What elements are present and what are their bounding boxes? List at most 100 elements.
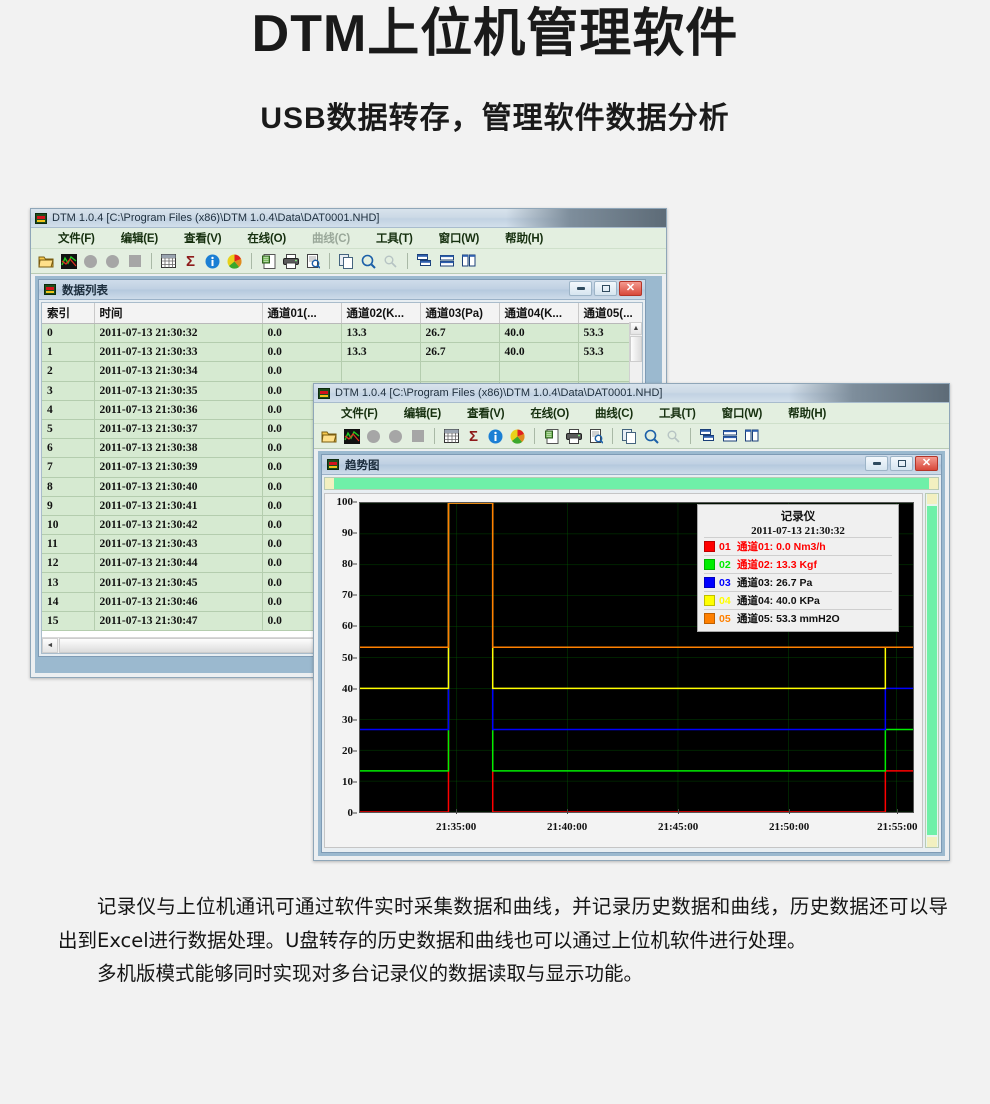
chart-legend[interactable]: 记录仪 2011-07-13 21:30:32 01 通道01: 0.0 Nm3/… <box>697 504 899 632</box>
child-titlebar-trend-chart[interactable]: 趋势图 ✕ <box>322 455 941 475</box>
copy-icon[interactable] <box>620 427 639 445</box>
tile-vertical-icon[interactable] <box>459 252 478 270</box>
menu-view[interactable]: 查看(V) <box>467 408 505 420</box>
menu-window[interactable]: 窗口(W) <box>438 233 480 245</box>
menu-tools[interactable]: 工具(T) <box>658 408 696 420</box>
child-window-trend-chart[interactable]: 趋势图 ✕ 0 10 20 30 40 50 60 70 80 90 100 21:35:00 21:… <box>321 454 942 853</box>
table-grid-icon[interactable] <box>159 252 178 270</box>
scroll-cap-top[interactable] <box>927 494 937 504</box>
menu-online[interactable]: 在线(O) <box>247 233 286 245</box>
child-titlebar-data-list[interactable]: 数据列表 ✕ <box>39 280 645 300</box>
stop-square-icon[interactable] <box>408 427 427 445</box>
table-cell: 2011-07-13 21:30:40 <box>94 477 263 497</box>
zoom-in-icon[interactable] <box>642 427 661 445</box>
titlebar-back[interactable]: DTM 1.0.4 [C:\Program Files (x86)\DTM 1.… <box>31 209 666 228</box>
record-circle-icon[interactable] <box>81 252 100 270</box>
minimize-button[interactable] <box>865 456 888 471</box>
table-row[interactable]: 2 2011-07-13 21:30:34 0.0 <box>42 361 642 382</box>
curve-chart-icon[interactable] <box>342 427 361 445</box>
col-channel03[interactable]: 通道03(Pa) <box>420 303 500 324</box>
open-folder-icon[interactable] <box>320 427 339 445</box>
scroll-cap-left[interactable] <box>325 478 334 489</box>
sigma-sum-icon[interactable]: Σ <box>185 252 195 270</box>
legend-row[interactable]: 03 通道03: 26.7 Pa <box>704 573 892 591</box>
print-icon[interactable] <box>281 252 300 270</box>
menu-edit[interactable]: 编辑(E) <box>403 408 442 420</box>
pie-chart-icon[interactable] <box>225 252 244 270</box>
table-row[interactable]: 1 2011-07-13 21:30:33 0.0 13.3 26.7 40.0 53.3 <box>42 342 642 363</box>
toolbar-front[interactable]: Σ <box>314 424 949 449</box>
table-row[interactable]: 0 2011-07-13 21:30:32 0.0 13.3 26.7 40.0 53.3 <box>42 323 642 344</box>
export-file-icon[interactable] <box>542 427 561 445</box>
col-channel04[interactable]: 通道04(K... <box>499 303 579 324</box>
chart-vertical-scrollbar[interactable] <box>925 493 939 848</box>
scroll-left-arrow[interactable]: ◄ <box>42 638 58 653</box>
legend-row[interactable]: 04 通道04: 40.0 KPa <box>704 591 892 609</box>
pie-chart-icon[interactable] <box>508 427 527 445</box>
toolbar-back[interactable]: Σ <box>31 249 666 274</box>
table-cell: 0 <box>42 323 95 344</box>
scroll-up-arrow[interactable]: ▲ <box>630 322 642 335</box>
col-channel02[interactable]: 通道02(K... <box>341 303 421 324</box>
col-channel01[interactable]: 通道01(... <box>262 303 342 324</box>
col-channel05[interactable]: 通道05(... <box>578 303 642 324</box>
table-cell: 12 <box>42 553 95 574</box>
print-preview-icon[interactable] <box>303 252 322 270</box>
menu-window[interactable]: 窗口(W) <box>721 408 763 420</box>
legend-channel-value: 通道05: 53.3 mmH2O <box>737 613 840 625</box>
menu-file[interactable]: 文件(F) <box>58 233 95 245</box>
stop-circle-icon[interactable] <box>386 427 405 445</box>
print-preview-icon[interactable] <box>586 427 605 445</box>
minimize-button[interactable] <box>569 281 592 296</box>
tile-vertical-icon[interactable] <box>742 427 761 445</box>
record-circle-icon[interactable] <box>364 427 383 445</box>
cascade-windows-icon[interactable] <box>698 427 717 445</box>
window-controls[interactable]: ✕ <box>865 456 938 471</box>
close-button[interactable]: ✕ <box>619 281 642 296</box>
menu-online[interactable]: 在线(O) <box>530 408 569 420</box>
stop-square-icon[interactable] <box>125 252 144 270</box>
titlebar-front[interactable]: DTM 1.0.4 [C:\Program Files (x86)\DTM 1.… <box>314 384 949 403</box>
menu-help[interactable]: 帮助(H) <box>788 408 827 420</box>
zoom-in-icon[interactable] <box>359 252 378 270</box>
menubar-back[interactable]: 文件(F) 编辑(E) 查看(V) 在线(O) 曲线(C) 工具(T) 窗口(W… <box>31 228 666 249</box>
maximize-button[interactable] <box>890 456 913 471</box>
app-icon <box>35 212 47 224</box>
chart-panel[interactable]: 0 10 20 30 40 50 60 70 80 90 100 21:35:00 21:40:00 2… <box>324 493 923 848</box>
scroll-cap-bottom[interactable] <box>927 837 937 847</box>
menu-edit[interactable]: 编辑(E) <box>120 233 159 245</box>
copy-icon[interactable] <box>337 252 356 270</box>
menubar-front[interactable]: 文件(F) 编辑(E) 查看(V) 在线(O) 曲线(C) 工具(T) 窗口(W… <box>314 403 949 424</box>
cascade-windows-icon[interactable] <box>415 252 434 270</box>
sigma-sum-icon[interactable]: Σ <box>468 427 478 445</box>
y-axis-tick-label: 0 <box>347 807 354 819</box>
scroll-thumb-vertical[interactable] <box>630 336 642 362</box>
maximize-button[interactable] <box>594 281 617 296</box>
curve-chart-icon[interactable] <box>59 252 78 270</box>
open-folder-icon[interactable] <box>37 252 56 270</box>
menu-file[interactable]: 文件(F) <box>341 408 378 420</box>
chart-top-scrollbar[interactable] <box>324 477 939 490</box>
menu-curve[interactable]: 曲线(C) <box>594 408 633 420</box>
export-file-icon[interactable] <box>259 252 278 270</box>
stop-circle-icon[interactable] <box>103 252 122 270</box>
legend-row[interactable]: 05 通道05: 53.3 mmH2O <box>704 609 892 627</box>
legend-row[interactable]: 02 通道02: 13.3 Kgf <box>704 555 892 573</box>
table-grid-icon[interactable] <box>442 427 461 445</box>
menu-tools[interactable]: 工具(T) <box>375 233 413 245</box>
menu-help[interactable]: 帮助(H) <box>505 233 544 245</box>
close-button[interactable]: ✕ <box>915 456 938 471</box>
window-controls[interactable]: ✕ <box>569 281 642 296</box>
info-icon[interactable] <box>203 252 222 270</box>
col-index[interactable]: 索引 <box>42 303 95 324</box>
tile-horizontal-icon[interactable] <box>437 252 456 270</box>
info-icon[interactable] <box>486 427 505 445</box>
legend-row[interactable]: 01 通道01: 0.0 Nm3/h <box>704 537 892 555</box>
tile-horizontal-icon[interactable] <box>720 427 739 445</box>
col-time[interactable]: 时间 <box>94 303 263 324</box>
print-icon[interactable] <box>564 427 583 445</box>
app-window-trend-chart[interactable]: DTM 1.0.4 [C:\Program Files (x86)\DTM 1.… <box>313 383 950 861</box>
scroll-cap-right[interactable] <box>929 478 938 489</box>
scroll-thumb-vertical[interactable] <box>927 506 937 835</box>
menu-view[interactable]: 查看(V) <box>184 233 222 245</box>
